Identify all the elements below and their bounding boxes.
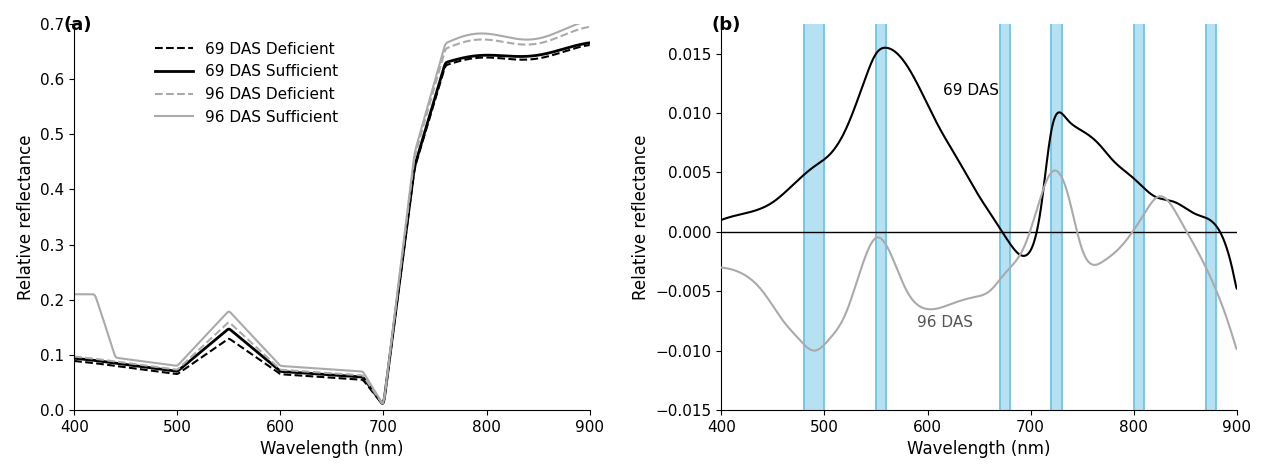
Legend: 69 DAS Deficient, 69 DAS Sufficient, 96 DAS Deficient, 96 DAS Sufficient: 69 DAS Deficient, 69 DAS Sufficient, 96 … [148,36,345,131]
Text: (a): (a) [63,16,93,34]
Bar [876,24,886,410]
Bar [999,24,1011,410]
Bar [1134,24,1144,410]
Text: 69 DAS: 69 DAS [943,83,999,98]
X-axis label: Wavelength (nm): Wavelength (nm) [260,440,403,458]
Y-axis label: Relative reflectance: Relative reflectance [631,134,650,300]
X-axis label: Wavelength (nm): Wavelength (nm) [908,440,1051,458]
Text: (b): (b) [711,16,741,34]
Bar [1051,24,1061,410]
Text: 96 DAS: 96 DAS [917,315,974,330]
Bar [804,24,824,410]
Y-axis label: Relative reflectance: Relative reflectance [16,134,34,300]
Bar [1206,24,1216,410]
